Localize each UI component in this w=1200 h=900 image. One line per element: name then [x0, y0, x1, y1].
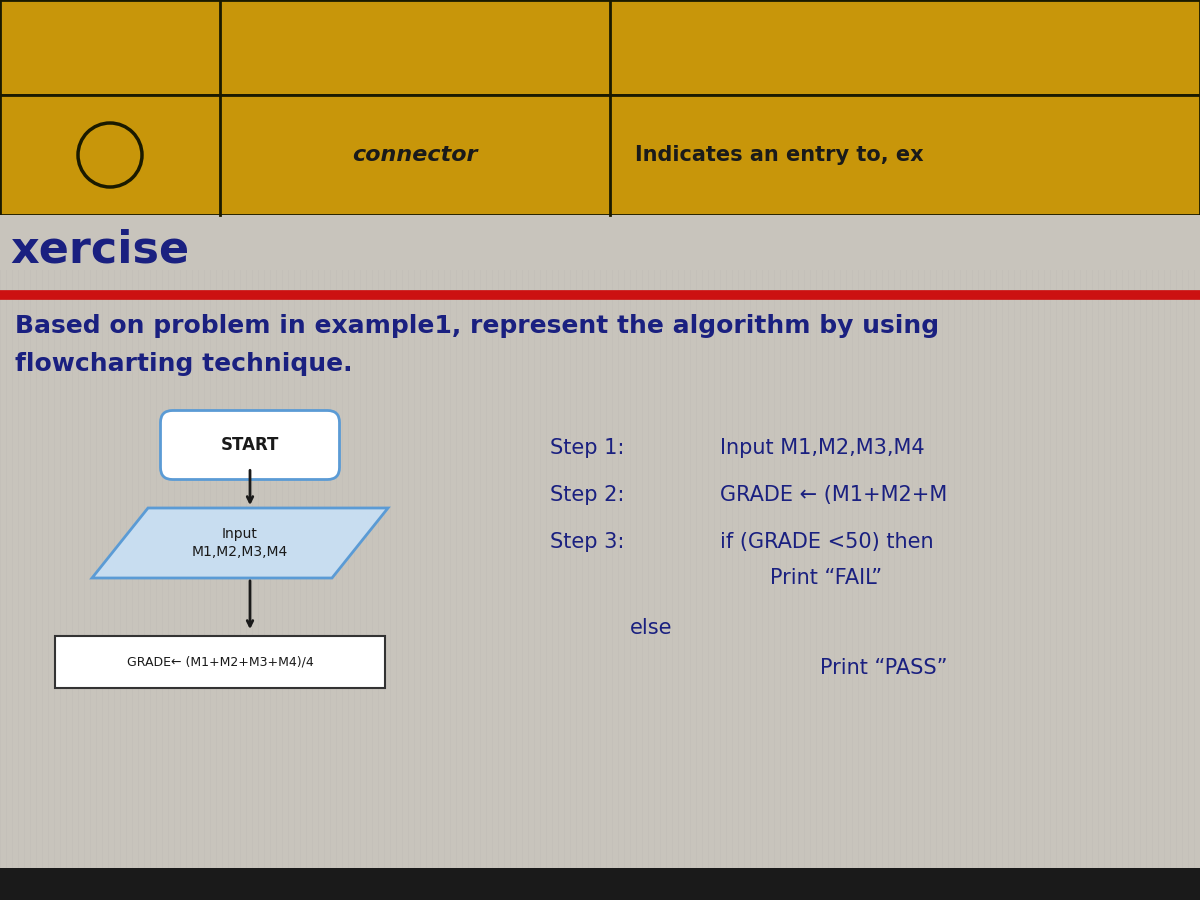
- Text: Indicates an entry to, ex: Indicates an entry to, ex: [635, 145, 924, 165]
- FancyBboxPatch shape: [0, 0, 1200, 95]
- FancyBboxPatch shape: [0, 95, 1200, 215]
- Text: Input
M1,M2,M3,M4: Input M1,M2,M3,M4: [192, 526, 288, 559]
- Text: Step 1:: Step 1:: [550, 438, 624, 458]
- Text: GRADE ← (M1+M2+M: GRADE ← (M1+M2+M: [720, 485, 947, 505]
- FancyBboxPatch shape: [0, 868, 1200, 900]
- FancyBboxPatch shape: [161, 410, 340, 480]
- FancyBboxPatch shape: [55, 636, 385, 688]
- Text: if (GRADE <50) then: if (GRADE <50) then: [720, 532, 934, 552]
- Text: Print “FAIL”: Print “FAIL”: [770, 568, 882, 588]
- FancyBboxPatch shape: [0, 215, 1200, 270]
- Circle shape: [78, 123, 142, 187]
- Text: Step 2:: Step 2:: [550, 485, 624, 505]
- Text: GRADE← (M1+M2+M3+M4)/4: GRADE← (M1+M2+M3+M4)/4: [127, 655, 313, 669]
- Text: Based on problem in example1, represent the algorithm by using
flowcharting tech: Based on problem in example1, represent …: [14, 314, 940, 375]
- Text: connector: connector: [353, 145, 478, 165]
- Text: Input M1,M2,M3,M4: Input M1,M2,M3,M4: [720, 438, 925, 458]
- Text: Step 3:: Step 3:: [550, 532, 624, 552]
- Text: xercise: xercise: [10, 229, 190, 272]
- Text: Print “PASS”: Print “PASS”: [820, 658, 948, 678]
- Polygon shape: [92, 508, 388, 578]
- Text: else: else: [630, 618, 672, 638]
- Text: START: START: [221, 436, 280, 454]
